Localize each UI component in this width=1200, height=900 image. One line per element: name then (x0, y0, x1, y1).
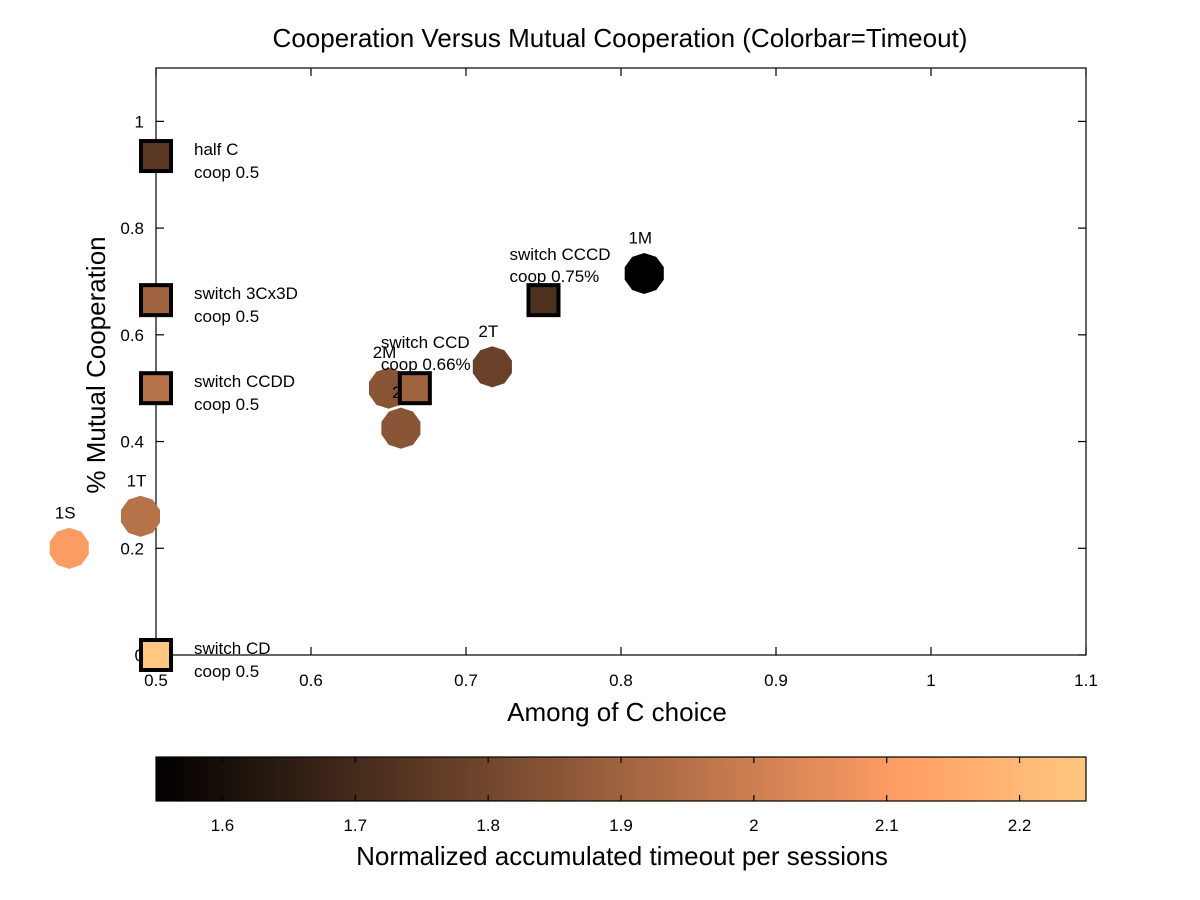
plot-area (155, 67, 1087, 656)
square-point (139, 638, 173, 672)
y-tick-label: 0.6 (120, 326, 144, 345)
colorbar-tick-label: 1.6 (211, 816, 235, 835)
square-point-label: coop 0.5 (194, 662, 259, 681)
square-point-label: switch CCCD (510, 245, 611, 264)
circle-point (49, 527, 89, 569)
y-tick-label: 0.8 (120, 219, 144, 238)
square-point-label: coop 0.75% (510, 267, 600, 286)
y-tick-label: 1 (135, 112, 144, 131)
square-point (139, 283, 173, 318)
circle-point-label: 2T (478, 322, 498, 341)
square-point-label: switch CCD (381, 333, 470, 352)
circle-point-label: 2M (373, 343, 397, 362)
colorbar-tick-label: 2.2 (1008, 816, 1032, 835)
circle-point-label: 2 (392, 383, 401, 402)
x-tick-label: 0.5 (144, 671, 168, 690)
square-point-label: coop 0.5 (194, 307, 259, 326)
x-axis-label: Among of C choice (507, 697, 727, 727)
plot-frame (155, 67, 1087, 656)
colorbar-tick-label: 2.1 (875, 816, 899, 835)
colorbar: 1.6 1.7 1.8 1.9 2 2.1 2.2 Normalized accumulat… (155, 756, 1087, 871)
colorbar-tick-label: 1.7 (343, 816, 367, 835)
square-point (139, 139, 173, 174)
x-tick-label: 0.9 (764, 671, 788, 690)
x-tick-label: 0.7 (454, 671, 478, 690)
x-tick-label: 1.1 (1074, 671, 1098, 690)
circle-point-label: 1T (127, 471, 147, 490)
square-point (526, 283, 561, 318)
x-tick-label: 1 (926, 671, 935, 690)
x-tick-label: 0.6 (299, 671, 323, 690)
circle-point (121, 495, 160, 537)
circle-point (381, 407, 421, 449)
square-point (397, 371, 432, 406)
square-point-label: switch 3Cx3D (194, 284, 298, 303)
colorbar-label: Normalized accumulated timeout per sessi… (356, 841, 888, 871)
colorbar-tick-label: 1.9 (609, 816, 633, 835)
square-point-label: switch CD (194, 639, 271, 658)
square-point-label: switch CCDD (194, 372, 295, 391)
square-point-label: coop 0.66% (381, 355, 471, 374)
colorbar-tick-label: 2 (749, 816, 758, 835)
circle-point (472, 346, 512, 388)
data-marks (49, 139, 664, 672)
x-tick-label: 0.8 (609, 671, 633, 690)
y-tick-label: 0.4 (120, 433, 144, 452)
square-point-label: coop 0.5 (194, 163, 259, 182)
annotations: 1S 1T 2M 2 2T 1M half C coop 0.5 switch 3Cx3D coo… (55, 140, 652, 681)
colorbar-gradient (155, 756, 1087, 802)
square-point (139, 371, 173, 406)
square-point-label: coop 0.5 (194, 395, 259, 414)
square-point-label: half C (194, 140, 238, 159)
colorbar-ticks: 1.6 1.7 1.8 1.9 2 2.1 2.2 (211, 757, 1032, 835)
circle-point (624, 252, 664, 295)
circle-point-label: 1S (55, 503, 76, 522)
circle-point-label: 1M (628, 228, 652, 247)
y-axis-label: % Mutual Cooperation (81, 236, 111, 493)
y-tick-label: 0.2 (120, 539, 144, 558)
chart-title: Cooperation Versus Mutual Cooperation (C… (273, 23, 968, 53)
x-axis: 0.5 0.6 0.7 0.8 0.9 1 1.1 (144, 68, 1098, 690)
colorbar-tick-label: 1.8 (476, 816, 500, 835)
